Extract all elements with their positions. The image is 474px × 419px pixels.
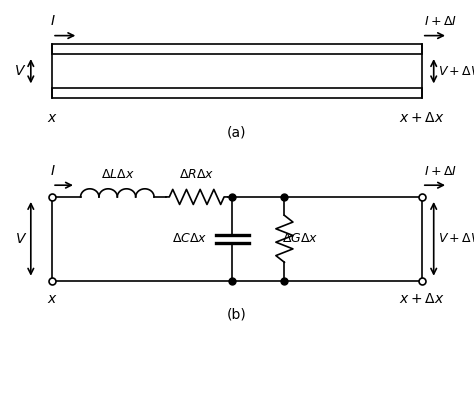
Text: (b): (b) [227, 308, 247, 322]
Text: $I + \Delta I$: $I + \Delta I$ [424, 166, 457, 178]
Text: $\Delta G \Delta x$: $\Delta G \Delta x$ [282, 232, 319, 246]
Text: $\Delta C \Delta x$: $\Delta C \Delta x$ [172, 232, 208, 246]
Text: $I + \Delta I$: $I + \Delta I$ [424, 15, 457, 28]
Text: $I$: $I$ [50, 14, 55, 28]
Text: $x$: $x$ [47, 292, 57, 306]
Text: $\Delta R \Delta x$: $\Delta R \Delta x$ [179, 168, 214, 181]
Text: $I$: $I$ [50, 165, 55, 178]
Text: $V$: $V$ [14, 64, 26, 78]
Text: $V$: $V$ [15, 232, 27, 246]
Text: $x$: $x$ [47, 111, 57, 125]
Polygon shape [52, 88, 422, 98]
Text: $V + \Delta V$: $V + \Delta V$ [438, 65, 474, 78]
Text: $\Delta L \Delta x$: $\Delta L \Delta x$ [100, 168, 134, 181]
Text: (a): (a) [227, 126, 247, 140]
Text: $x + \Delta x$: $x + \Delta x$ [399, 292, 445, 306]
Text: $x + \Delta x$: $x + \Delta x$ [399, 111, 445, 125]
Text: $V + \Delta V$: $V + \Delta V$ [438, 232, 474, 246]
Polygon shape [52, 44, 422, 54]
